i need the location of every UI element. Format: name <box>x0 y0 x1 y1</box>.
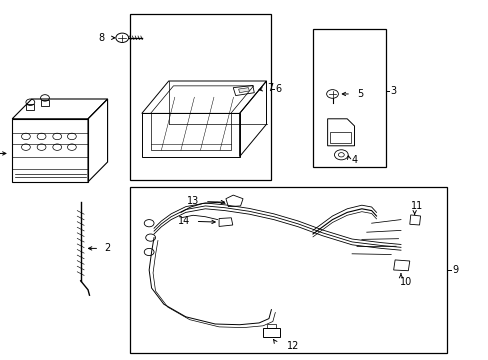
Text: 4: 4 <box>350 155 357 165</box>
Bar <box>312 29 386 167</box>
Text: 7: 7 <box>267 83 273 93</box>
Bar <box>129 14 271 180</box>
Polygon shape <box>238 88 249 93</box>
Bar <box>262 328 280 337</box>
Bar <box>41 100 49 106</box>
Text: 6: 6 <box>275 84 281 94</box>
Text: 9: 9 <box>451 265 458 275</box>
Text: 11: 11 <box>410 201 423 211</box>
Text: 3: 3 <box>389 86 396 96</box>
Bar <box>26 104 34 110</box>
Text: 10: 10 <box>399 276 411 287</box>
Text: 14: 14 <box>177 216 189 226</box>
Text: 2: 2 <box>104 243 110 253</box>
Text: 5: 5 <box>356 89 363 99</box>
Bar <box>129 187 447 353</box>
Text: 8: 8 <box>98 33 104 43</box>
Bar <box>266 324 276 328</box>
Bar <box>329 132 350 143</box>
Text: 13: 13 <box>186 195 199 206</box>
Text: 12: 12 <box>286 341 299 351</box>
